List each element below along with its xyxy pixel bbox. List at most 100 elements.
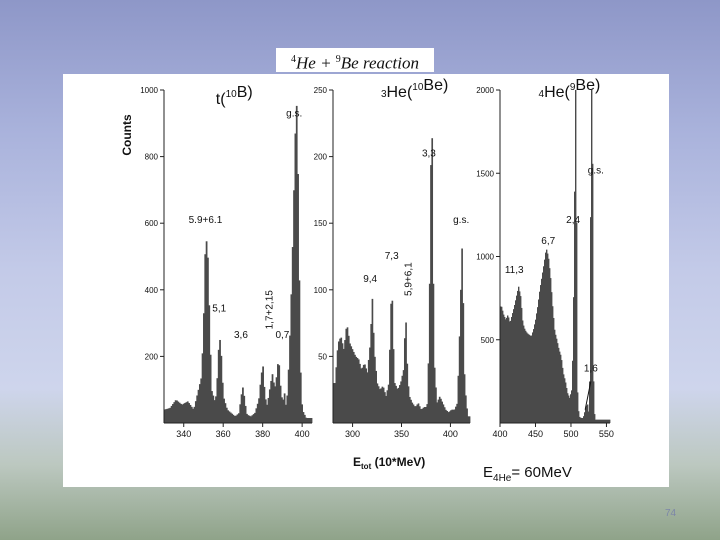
histogram-bar bbox=[517, 290, 519, 423]
histogram-bar bbox=[436, 402, 439, 423]
histogram-bar bbox=[181, 404, 184, 423]
histogram-bar bbox=[594, 414, 596, 423]
histogram-bar bbox=[592, 163, 594, 423]
peak-annotation: 2,4 bbox=[566, 215, 580, 226]
histogram-bar bbox=[258, 398, 260, 423]
histogram-bar bbox=[558, 347, 560, 423]
histogram-bar bbox=[564, 378, 566, 423]
histogram-bar bbox=[361, 367, 364, 423]
histogram-bar bbox=[560, 354, 562, 423]
histogram-bar bbox=[289, 335, 291, 423]
histogram-bar bbox=[272, 382, 275, 423]
histogram-bar bbox=[425, 407, 427, 423]
histogram-bar bbox=[246, 413, 248, 423]
histogram-bar bbox=[216, 378, 219, 423]
peak-annotation: 5,1 bbox=[212, 303, 226, 314]
histogram-bar bbox=[601, 419, 603, 423]
histogram-bar bbox=[521, 307, 523, 423]
histogram-bar bbox=[333, 383, 335, 423]
histogram-bar bbox=[405, 322, 407, 423]
histogram-bar bbox=[609, 419, 611, 423]
histogram-bar bbox=[188, 403, 190, 423]
histogram-bar bbox=[574, 191, 576, 423]
histogram-bar bbox=[580, 417, 582, 423]
histogram-bar bbox=[512, 313, 514, 423]
histogram-bar bbox=[278, 365, 281, 423]
histogram-bar bbox=[445, 409, 447, 423]
histogram-bar bbox=[197, 389, 200, 423]
histogram-bar bbox=[467, 416, 470, 423]
histogram-bar bbox=[516, 295, 518, 423]
histogram-bar bbox=[448, 411, 451, 423]
chart-panel-2: 50 100 150 200 250 300 350 400 3He(10Be) 3,3 g.s. 7… bbox=[314, 77, 471, 439]
histogram-bar bbox=[370, 324, 373, 423]
histogram-bar bbox=[190, 406, 193, 423]
histogram-bar bbox=[307, 418, 310, 423]
x-tick-label: 500 bbox=[563, 429, 578, 439]
histogram-bar bbox=[229, 412, 232, 423]
histogram-bar bbox=[356, 358, 359, 423]
histogram-bar bbox=[552, 306, 554, 423]
histogram-bar bbox=[372, 332, 375, 423]
histogram-bar bbox=[510, 320, 512, 423]
histogram-bar bbox=[367, 359, 370, 423]
histogram-bar bbox=[579, 416, 581, 423]
histogram-bar bbox=[569, 397, 571, 423]
histogram-bar bbox=[339, 338, 341, 423]
histogram-bar bbox=[352, 351, 355, 423]
peak-annotation: 1,7+2,15 bbox=[265, 290, 276, 330]
histogram-bar bbox=[240, 394, 243, 423]
histogram-bar bbox=[165, 409, 168, 423]
histogram-bar bbox=[422, 407, 425, 423]
histogram-bar bbox=[550, 278, 552, 423]
histogram-bar bbox=[524, 328, 526, 423]
histogram-bar bbox=[406, 363, 409, 423]
x-axis-label: Etot (10*MeV) bbox=[353, 455, 425, 471]
histogram-bar bbox=[178, 402, 181, 423]
histogram-bar bbox=[186, 401, 189, 423]
histogram-bar bbox=[168, 408, 170, 423]
histogram-bar bbox=[500, 306, 502, 423]
histogram-bar bbox=[228, 411, 231, 423]
histogram-bar bbox=[466, 408, 468, 423]
histogram-bar bbox=[305, 417, 308, 423]
histogram-bar bbox=[536, 313, 538, 423]
histogram-bar bbox=[169, 407, 172, 423]
histogram-bar bbox=[503, 314, 505, 423]
histogram-bar bbox=[375, 370, 377, 423]
histogram-bar bbox=[573, 297, 575, 423]
histogram-bar bbox=[562, 367, 564, 423]
x-tick-label: 300 bbox=[345, 429, 360, 439]
chart-title-box: 4He + 9Be reaction bbox=[276, 48, 434, 73]
histogram-bar bbox=[455, 406, 457, 423]
histogram-bar bbox=[357, 359, 360, 423]
histogram-bar bbox=[205, 241, 208, 423]
histogram-bar bbox=[238, 413, 240, 423]
histogram-bar bbox=[164, 409, 166, 423]
histogram-bar bbox=[354, 354, 356, 423]
histogram-bar bbox=[209, 354, 212, 423]
histogram-bar bbox=[347, 335, 350, 423]
histogram-bar bbox=[220, 355, 223, 423]
histogram-bar bbox=[291, 247, 294, 423]
histogram-bar bbox=[527, 333, 529, 423]
histogram-bar bbox=[428, 283, 431, 423]
histogram-bar bbox=[548, 258, 550, 423]
peak-annotation: 11,3 bbox=[505, 265, 524, 276]
histogram-bar bbox=[446, 410, 448, 423]
peak-annotation: 5,9+6,1 bbox=[403, 262, 414, 296]
peak-annotation: 7,3 bbox=[385, 251, 399, 262]
histogram-bar bbox=[309, 418, 312, 423]
histogram-bar bbox=[337, 341, 340, 423]
y-tick-label: 2000 bbox=[476, 86, 494, 95]
histogram-bar bbox=[174, 400, 177, 423]
peak-annotation: 3,6 bbox=[234, 330, 248, 341]
histogram-bar bbox=[232, 414, 235, 423]
histogram-bar bbox=[438, 396, 441, 423]
histogram-bar bbox=[173, 402, 176, 423]
y-tick-label: 800 bbox=[145, 153, 159, 162]
histogram-bar bbox=[509, 321, 511, 423]
histogram-bar bbox=[170, 405, 173, 423]
histogram-bar bbox=[420, 409, 422, 423]
histogram-bar bbox=[533, 329, 535, 423]
